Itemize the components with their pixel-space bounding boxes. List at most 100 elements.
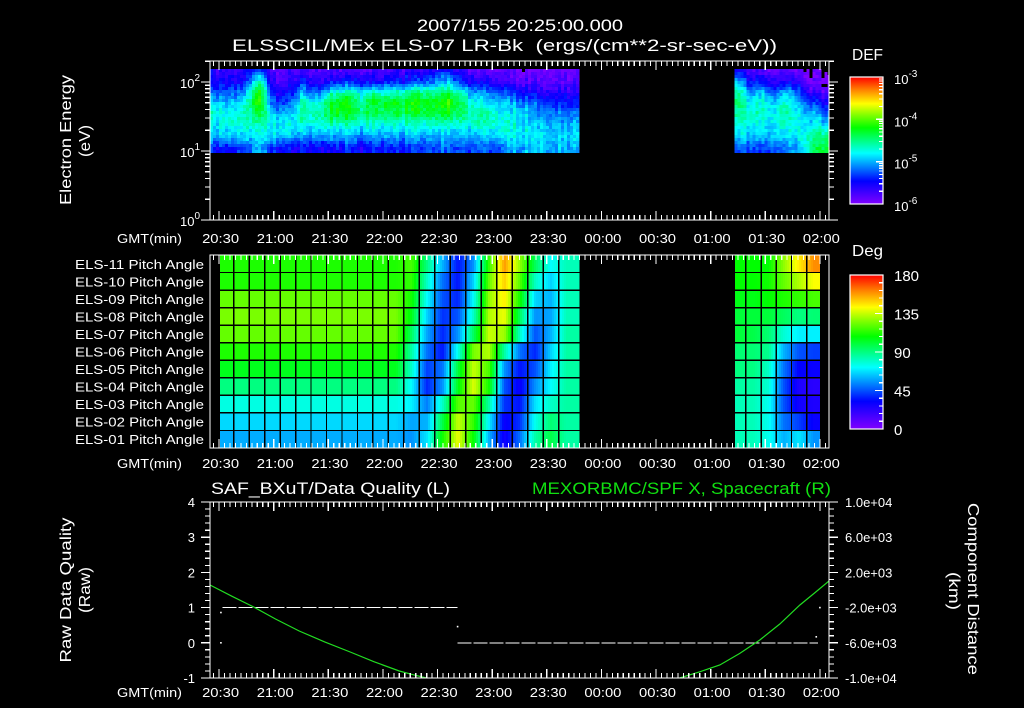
heatmap-pixel bbox=[369, 117, 373, 121]
heatmap-pixel bbox=[809, 81, 813, 85]
heatmap-pixel bbox=[459, 99, 463, 103]
heatmap-pixel bbox=[429, 84, 433, 88]
heatmap-pixel bbox=[414, 78, 418, 82]
heatmap-pixel bbox=[782, 129, 786, 133]
heatmap-pixel bbox=[246, 135, 250, 139]
heatmap-pixel bbox=[788, 147, 792, 151]
heatmap-pixel bbox=[764, 123, 768, 127]
heatmap-pixel bbox=[740, 99, 744, 103]
heatmap-pixel bbox=[486, 150, 490, 154]
heatmap-pixel bbox=[420, 255, 423, 273]
heatmap-pixel bbox=[770, 138, 774, 142]
heatmap-pixel bbox=[504, 132, 508, 136]
heatmap-pixel bbox=[758, 123, 762, 127]
heatmap-pixel bbox=[279, 111, 283, 115]
heatmap-pixel bbox=[348, 132, 352, 136]
heatmap-pixel bbox=[818, 111, 822, 115]
heatmap-pixel bbox=[222, 84, 226, 88]
heatmap-pixel bbox=[767, 81, 771, 85]
heatmap-pixel bbox=[779, 69, 783, 73]
heatmap-pixel bbox=[268, 290, 271, 308]
heatmap-pixel bbox=[514, 290, 517, 308]
heatmap-pixel bbox=[552, 90, 556, 94]
heatmap-pixel bbox=[306, 272, 309, 291]
heatmap-pixel bbox=[242, 290, 245, 308]
heatmap-pixel bbox=[237, 114, 241, 118]
heatmap-pixel bbox=[815, 135, 819, 139]
heatmap-pixel bbox=[228, 75, 232, 79]
heatmap-pixel bbox=[438, 114, 442, 118]
heatmap-pixel bbox=[746, 96, 750, 100]
heatmap-pixel bbox=[324, 141, 328, 145]
heatmap-pixel bbox=[370, 290, 373, 308]
heatmap-pixel bbox=[357, 123, 361, 127]
heatmap-pixel bbox=[350, 272, 353, 291]
heatmap-pixel bbox=[357, 78, 361, 82]
heatmap-pixel bbox=[498, 105, 502, 109]
heatmap-pixel bbox=[827, 126, 829, 130]
heatmap-pixel bbox=[411, 87, 415, 91]
heatmap-pixel bbox=[480, 96, 484, 100]
heatmap-pixel bbox=[761, 138, 765, 142]
heatmap-pixel bbox=[297, 105, 301, 109]
heatmap-pixel bbox=[276, 147, 280, 151]
heatmap-pixel bbox=[303, 81, 307, 85]
heatmap-pixel bbox=[573, 117, 577, 121]
heatmap-pixel bbox=[210, 102, 214, 106]
heatmap-pixel bbox=[468, 99, 472, 103]
heatmap-pixel bbox=[812, 108, 816, 112]
heatmap-pixel bbox=[552, 81, 556, 85]
heatmap-pixel bbox=[303, 105, 307, 109]
heatmap-pixel bbox=[254, 290, 257, 308]
heatmap-pixel bbox=[258, 150, 262, 154]
heatmap-pixel bbox=[234, 87, 238, 91]
heatmap-pixel bbox=[258, 138, 262, 142]
heatmap-pixel bbox=[348, 78, 352, 82]
heatmap-pixel bbox=[294, 84, 298, 88]
heatmap-pixel bbox=[309, 87, 313, 91]
heatmap-pixel bbox=[510, 141, 514, 145]
heatmap-pixel bbox=[276, 138, 280, 142]
heatmap-pixel bbox=[579, 90, 580, 94]
heatmap-pixel bbox=[316, 255, 319, 273]
heatmap-pixel bbox=[222, 135, 226, 139]
heatmap-pixel bbox=[764, 147, 768, 151]
heatmap-pixel bbox=[309, 105, 313, 109]
heatmap-pixel bbox=[364, 255, 367, 273]
heatmap-pixel bbox=[234, 96, 238, 100]
heatmap-pixel bbox=[767, 105, 771, 109]
heatmap-pixel bbox=[546, 72, 550, 76]
heatmap-pixel bbox=[360, 307, 363, 326]
heatmap-pixel bbox=[776, 81, 780, 85]
heatmap-pixel bbox=[749, 132, 753, 136]
heatmap-pixel bbox=[333, 138, 337, 142]
heatmap-pixel bbox=[402, 150, 406, 154]
heatmap-pixel bbox=[306, 120, 310, 124]
heatmap-pixel bbox=[471, 105, 475, 109]
heatmap-pixel bbox=[225, 105, 229, 109]
heatmap-pixel bbox=[779, 129, 783, 133]
heatmap-pixel bbox=[447, 141, 451, 145]
heatmap-pixel bbox=[468, 117, 472, 121]
heatmap-pixel bbox=[381, 69, 385, 73]
heatmap-pixel bbox=[743, 150, 747, 154]
heatmap-pixel bbox=[767, 129, 771, 133]
heatmap-pixel bbox=[567, 138, 571, 142]
heatmap-pixel bbox=[240, 255, 243, 273]
heatmap-pixel bbox=[315, 114, 319, 118]
heatmap-pixel bbox=[495, 129, 499, 133]
heatmap-pixel bbox=[360, 290, 363, 308]
heatmap-pixel bbox=[237, 150, 241, 154]
heatmap-pixel bbox=[516, 87, 520, 91]
heatmap-pixel bbox=[273, 123, 277, 127]
heatmap-pixel bbox=[764, 126, 768, 130]
heatmap-pixel bbox=[366, 150, 370, 154]
heatmap-pixel bbox=[803, 144, 807, 148]
heatmap-pixel bbox=[788, 69, 792, 73]
heatmap-pixel bbox=[291, 81, 295, 85]
heatmap-pixel bbox=[512, 255, 515, 273]
heatmap-pixel bbox=[312, 290, 315, 308]
heatmap-pixel bbox=[501, 126, 505, 130]
heatmap-pixel bbox=[480, 78, 484, 82]
heatmap-pixel bbox=[231, 87, 235, 91]
